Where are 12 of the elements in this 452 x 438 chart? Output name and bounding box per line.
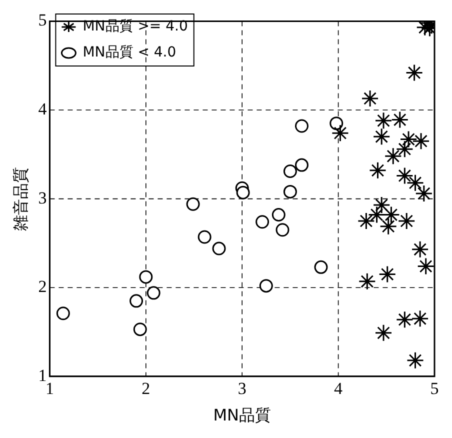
x-tick-label: 2 (142, 379, 150, 398)
y-tick-label: 4 (38, 99, 48, 118)
x-tick-label: 5 (430, 379, 439, 398)
y-tick-label: 1 (38, 366, 47, 385)
legend-label: MN品質 < 4.0 (82, 44, 176, 61)
x-tick-label: 3 (238, 379, 246, 398)
y-axis-title: 雑音品質 (10, 166, 30, 231)
y-tick-label: 2 (38, 277, 47, 296)
y-tick-label: 5 (38, 10, 47, 30)
x-tick-label: 4 (334, 379, 344, 398)
x-axis-title: MN品質 (213, 406, 271, 425)
y-tick-label: 3 (38, 188, 47, 208)
